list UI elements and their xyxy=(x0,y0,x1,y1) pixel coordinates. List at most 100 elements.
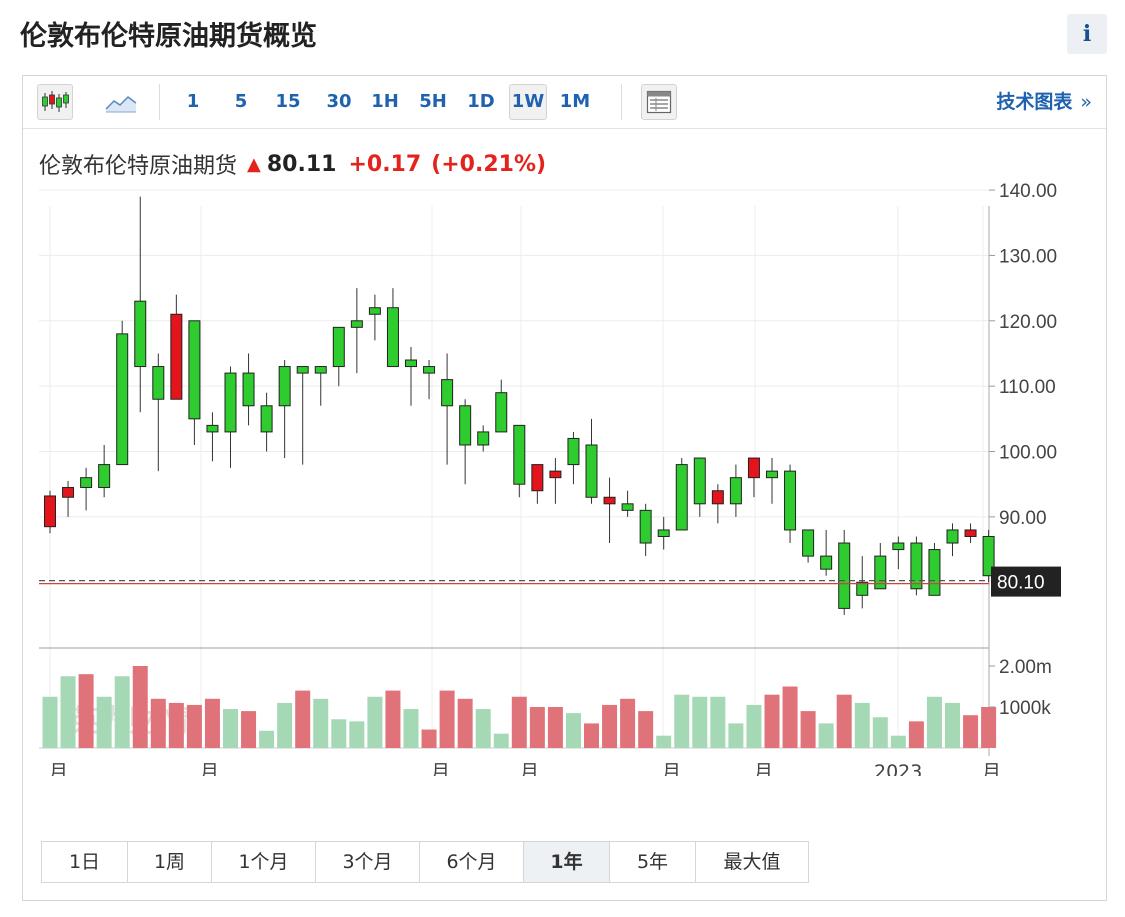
volume-bar xyxy=(620,698,636,748)
range-button-5[interactable]: 6个月 xyxy=(420,842,524,882)
current-price-label-box xyxy=(991,566,1061,597)
area-chart-icon xyxy=(105,96,137,113)
volume-bar xyxy=(168,702,184,748)
candlestick-chart-button[interactable] xyxy=(37,84,73,120)
candle-body xyxy=(802,529,815,557)
range-button-2[interactable]: 1周 xyxy=(128,842,212,882)
candle-body xyxy=(152,366,165,400)
volume-bar xyxy=(78,674,94,748)
candle-body xyxy=(206,424,219,433)
interval-15-button[interactable]: 15 xyxy=(275,91,301,112)
candle-body xyxy=(441,379,454,407)
technical-chart-label: 技术图表 xyxy=(996,91,1073,113)
candle-body xyxy=(242,372,255,407)
candle-body xyxy=(892,542,905,551)
candle-body xyxy=(675,464,688,531)
candle-body xyxy=(224,372,237,433)
candle-body xyxy=(62,486,75,498)
volume-bar xyxy=(602,704,618,748)
price-chart[interactable]: 140.00130.00120.00110.00100.0090.00英为财情2… xyxy=(23,76,1108,776)
candle-body xyxy=(856,581,869,596)
range-button-4[interactable]: 3个月 xyxy=(316,842,420,882)
candle-body xyxy=(820,555,833,570)
volume-bar xyxy=(926,696,942,748)
time-range-selector: 1日 1周 1个月 3个月 6个月 1年 5年 最大值 xyxy=(41,841,809,883)
candle-body xyxy=(657,529,670,537)
candle-body xyxy=(567,437,580,466)
candle-body xyxy=(116,333,129,466)
range-button-6[interactable]: 1年 xyxy=(524,842,610,882)
volume-bar xyxy=(584,723,599,748)
candle-body xyxy=(350,320,363,328)
candle-body xyxy=(784,470,797,531)
volume-bar xyxy=(204,698,220,748)
page-title: 伦敦布伦特原油期货概览 xyxy=(20,21,317,52)
candles xyxy=(44,196,995,615)
candle-body xyxy=(495,392,508,433)
interval-1m-button[interactable]: 1M xyxy=(559,91,591,112)
volume-bar xyxy=(890,735,906,748)
technical-chart-link[interactable]: 技术图表 » xyxy=(996,84,1092,120)
interval-5-button[interactable]: 5 xyxy=(234,91,248,112)
volume-bar xyxy=(241,711,257,748)
volume-tick-label: 1000k xyxy=(999,698,1051,719)
toolbar-divider xyxy=(159,84,160,120)
interval-1h-button[interactable]: 1H xyxy=(371,91,399,112)
candle-body xyxy=(910,542,923,590)
candle-body xyxy=(44,495,56,528)
last-price: 80.11 xyxy=(266,151,337,177)
volume-bar xyxy=(511,696,527,748)
price-tick-label: 100.00 xyxy=(999,443,1057,464)
price-tick-label: 140.00 xyxy=(999,181,1057,202)
volume-bar xyxy=(710,696,726,748)
x-tick-label: 2023 xyxy=(874,761,922,776)
volume-bar xyxy=(114,676,130,748)
volume-bar xyxy=(854,702,870,748)
toolbar-divider xyxy=(621,84,622,120)
volume-bar xyxy=(295,690,311,748)
current-price-label: 80.10 xyxy=(997,573,1045,594)
candle-body xyxy=(874,555,887,590)
price-tick-label: 110.00 xyxy=(999,377,1056,398)
range-button-3[interactable]: 1个月 xyxy=(212,842,316,882)
info-icon[interactable]: i xyxy=(1067,14,1107,54)
interval-5h-button[interactable]: 5H xyxy=(419,91,447,112)
price-change: +0.17 xyxy=(348,151,422,177)
interval-30-button[interactable]: 30 xyxy=(326,91,352,112)
candle-body xyxy=(188,320,201,420)
candle-body xyxy=(459,405,472,446)
up-arrow-icon: ▲ xyxy=(247,153,261,175)
volume-bar xyxy=(457,698,473,748)
interval-1w-button[interactable]: 1W xyxy=(509,84,547,120)
candle-body xyxy=(260,405,273,433)
interval-1-button[interactable]: 1 xyxy=(186,91,200,112)
volume-bar xyxy=(565,713,581,748)
interval-1d-button[interactable]: 1D xyxy=(467,91,495,112)
range-button-8[interactable]: 最大值 xyxy=(723,851,781,873)
volume-bar xyxy=(385,690,401,748)
range-button-7[interactable]: 5年 xyxy=(610,842,696,882)
volume-bar xyxy=(872,717,888,748)
x-tick-label: 月 xyxy=(520,761,539,776)
candle-body xyxy=(386,307,399,368)
volume-bar xyxy=(259,730,275,748)
volume-bar xyxy=(908,721,924,748)
volume-bar xyxy=(223,709,238,748)
table-view-button[interactable] xyxy=(641,84,677,120)
candle-body xyxy=(314,366,327,374)
area-chart-button[interactable] xyxy=(101,84,141,120)
range-button-1[interactable]: 1日 xyxy=(42,842,128,882)
volume-bar xyxy=(818,723,834,748)
volume-bar xyxy=(674,694,690,748)
volume-bar xyxy=(150,698,166,748)
chevron-right-icon: » xyxy=(1080,91,1092,113)
volume-bar xyxy=(42,696,58,748)
price-tick-label: 130.00 xyxy=(999,246,1057,267)
volume-tick-label: 2.00m xyxy=(999,657,1052,678)
volume-bar xyxy=(945,702,960,748)
volume-bar xyxy=(981,707,997,748)
volume-bar xyxy=(367,696,383,748)
candle-body xyxy=(729,477,742,505)
volume-bar xyxy=(764,694,780,748)
candlestick-icon xyxy=(42,91,69,112)
